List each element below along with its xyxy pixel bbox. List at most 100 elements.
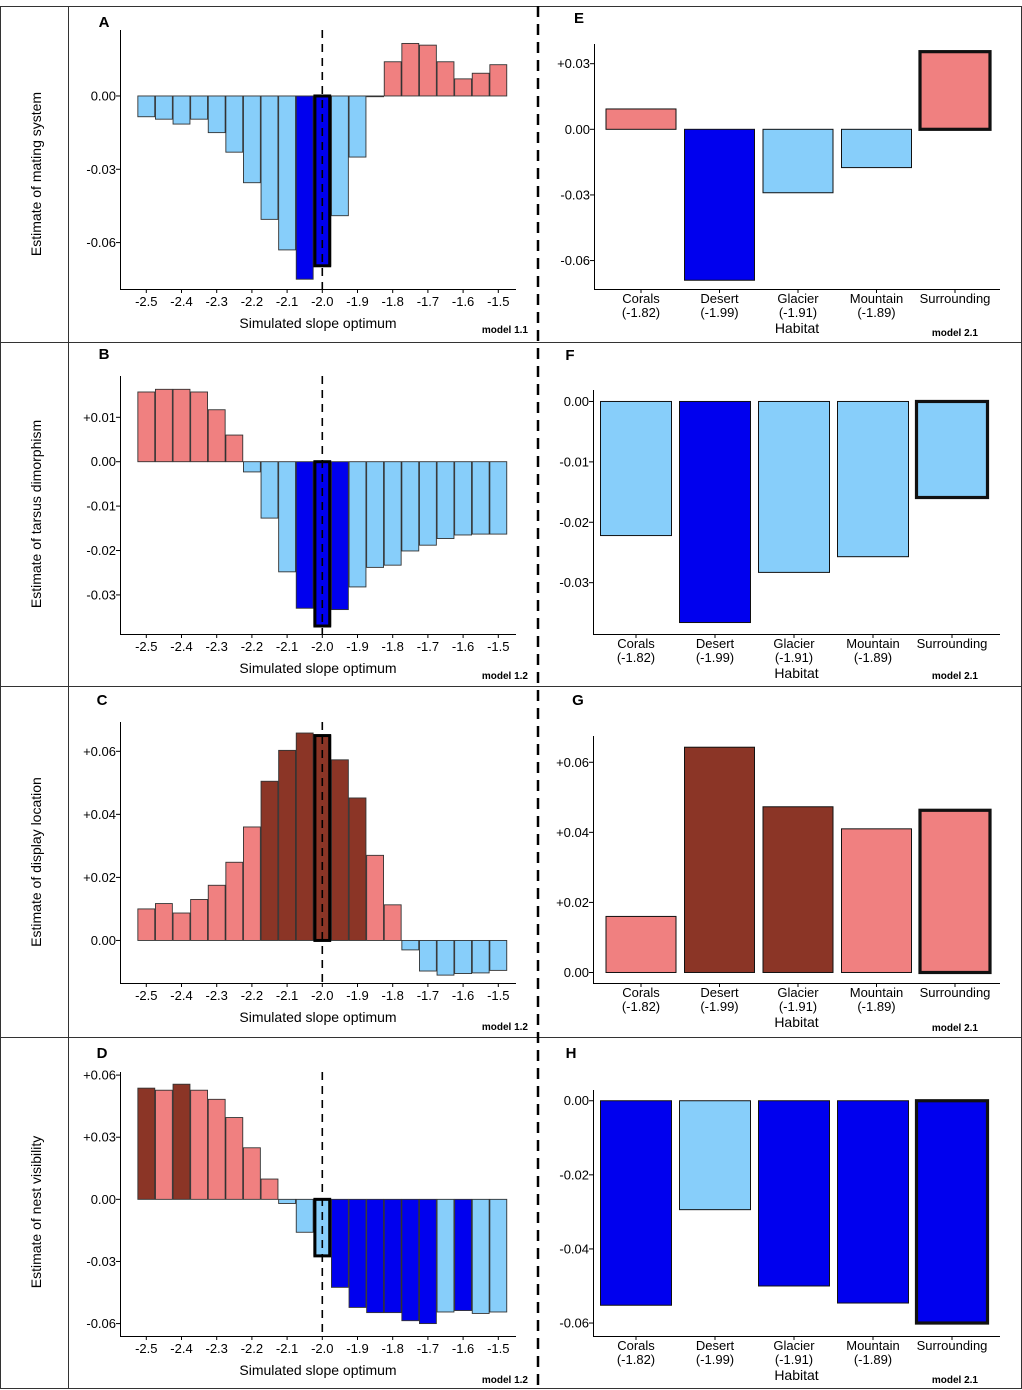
row-ylabel-2: Estimate of tarsus dimorphism xyxy=(28,420,44,608)
model-label: model 2.1 xyxy=(932,1023,979,1034)
bar xyxy=(419,939,437,972)
x-tick-label: -2.3 xyxy=(205,294,227,309)
category-label: Mountain xyxy=(846,636,899,651)
bar xyxy=(489,64,508,97)
category-label: Surrounding xyxy=(917,1338,988,1353)
bar xyxy=(366,95,384,98)
highlight-bar xyxy=(918,50,992,131)
bar xyxy=(348,1198,367,1308)
bar xyxy=(278,461,296,573)
chart-H: 0.00-0.02-0.04-0.06Corals(-1.82)Desert(-… xyxy=(559,1045,1000,1386)
y-tick-label: -0.02 xyxy=(86,543,116,558)
bar xyxy=(489,1198,508,1313)
bar xyxy=(331,95,349,217)
y-tick-label: -0.06 xyxy=(86,1316,116,1331)
category-sub-label: (-1.99) xyxy=(696,1352,734,1367)
panels: 0.00 -0.03 -0.06 -2.5 -2.4 -2.3 -2.2 -2.1 -2.0 -1… xyxy=(83,10,1000,1386)
x-tick-label: -2.5 xyxy=(135,988,157,1003)
bars xyxy=(137,30,508,289)
highlight-bar xyxy=(914,399,990,500)
bar xyxy=(137,95,156,118)
category-label: Glacier xyxy=(777,985,819,1000)
y-tick-label: -0.06 xyxy=(560,253,590,268)
bar xyxy=(471,461,490,535)
bar xyxy=(758,400,830,573)
panel-letter: G xyxy=(572,692,584,709)
y-tick-label: -0.02 xyxy=(559,1167,589,1182)
chart-E: +0.030.00-0.03-0.06Corals(-1.82)Desert(-… xyxy=(557,10,1000,339)
x-tick-label: -1.5 xyxy=(487,639,509,654)
x-tick-label: -1.9 xyxy=(346,1341,368,1356)
row-ylabel-1: Estimate of mating system xyxy=(28,92,44,256)
y-tick-label: -0.06 xyxy=(86,235,116,250)
category-sub-label: (-1.89) xyxy=(854,650,892,665)
category-sub-label: (-1.82) xyxy=(622,305,660,320)
x-tick-label: -2.0 xyxy=(311,294,333,309)
x-axis-title: Habitat xyxy=(774,1014,818,1030)
category-sub-label: (-1.91) xyxy=(779,999,817,1014)
x-tick-label: -1.7 xyxy=(417,988,439,1003)
bar xyxy=(207,95,226,134)
y-tick-label: -0.03 xyxy=(86,162,116,177)
category-sub-label: (-1.89) xyxy=(857,999,895,1014)
category-label: Desert xyxy=(700,291,739,306)
bar xyxy=(401,461,420,552)
category-sub-label: (-1.91) xyxy=(775,650,813,665)
y-tick-label: -0.03 xyxy=(86,1254,116,1269)
bar xyxy=(155,1089,173,1200)
bar xyxy=(383,904,402,941)
bar xyxy=(837,1100,909,1304)
category-label: Surrounding xyxy=(920,985,991,1000)
x-axis-title: Simulated slope optimum xyxy=(239,660,396,676)
panel-letter: C xyxy=(97,692,108,709)
x-tick-label: -2.5 xyxy=(135,639,157,654)
category-label: Corals xyxy=(622,291,660,306)
category-label: Corals xyxy=(622,985,660,1000)
model-label: model 1.2 xyxy=(482,1022,529,1033)
bar xyxy=(190,899,208,941)
bar xyxy=(155,95,173,120)
bar xyxy=(419,44,437,97)
bar xyxy=(600,1100,672,1306)
category-label: Glacier xyxy=(773,636,815,651)
bar xyxy=(331,759,349,941)
x-tick-label: -1.8 xyxy=(381,294,403,309)
x-tick-label: -2.4 xyxy=(170,294,192,309)
bar xyxy=(366,854,384,941)
bar xyxy=(489,461,508,535)
bars xyxy=(137,1072,508,1336)
y-tick-label: -0.06 xyxy=(559,1316,589,1331)
bar xyxy=(841,828,912,973)
bar xyxy=(207,884,226,941)
category-sub-label: (-1.91) xyxy=(775,1352,813,1367)
bar xyxy=(679,400,751,624)
bar xyxy=(454,939,472,974)
category-sub-label: (-1.89) xyxy=(854,1352,892,1367)
bar xyxy=(401,1198,420,1322)
bar xyxy=(605,108,677,130)
bar xyxy=(436,1198,455,1313)
x-tick-label: -2.0 xyxy=(311,1341,333,1356)
bar xyxy=(190,391,208,463)
panel-letter: D xyxy=(97,1045,108,1062)
bar xyxy=(471,1198,490,1314)
x-tick-label: -1.6 xyxy=(452,1341,474,1356)
x-axis-title: Habitat xyxy=(774,665,818,681)
bar xyxy=(762,806,834,973)
y-tick-label: 0.00 xyxy=(565,122,590,137)
bar xyxy=(260,780,279,941)
y-tick-label: 0.00 xyxy=(564,1093,589,1108)
bar xyxy=(172,1083,191,1200)
category-sub-label: (-1.82) xyxy=(622,999,660,1014)
y-tick-label: -0.03 xyxy=(86,587,116,602)
x-tick-label: -2.0 xyxy=(311,639,333,654)
highlight-bar-outline xyxy=(313,94,332,268)
category-sub-label: (-1.99) xyxy=(700,305,738,320)
bar xyxy=(348,461,367,588)
x-tick-label: -2.4 xyxy=(170,1341,192,1356)
row-ylabel-4: Estimate of nest visibility xyxy=(28,1136,44,1289)
x-tick-label: -2.1 xyxy=(276,1341,298,1356)
y-tick-label: -0.04 xyxy=(559,1241,589,1256)
x-tick-label: -1.5 xyxy=(487,988,509,1003)
bar xyxy=(419,461,437,546)
